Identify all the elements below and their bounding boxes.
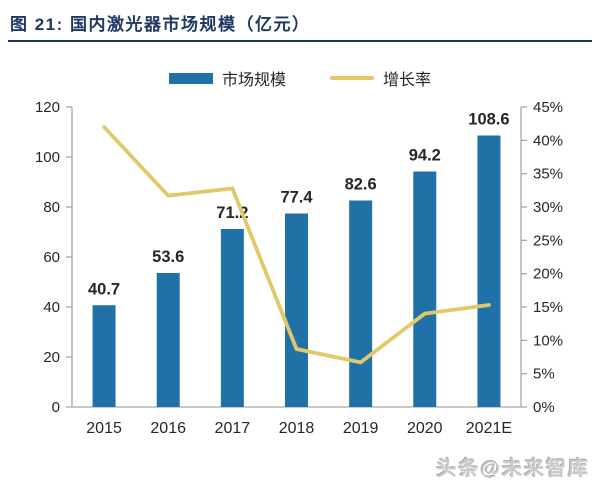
right-axis-tick-label: 25% — [533, 232, 563, 249]
watermark: 头条@未来智库 — [436, 458, 590, 480]
bar-series-swatch-icon — [168, 72, 213, 84]
legend-item-market-size: 市场规模 — [168, 66, 286, 90]
bar-2017 — [220, 229, 244, 407]
right-axis-tick-label: 5% — [533, 366, 555, 383]
right-axis-tick-label: 40% — [533, 132, 563, 149]
left-axis-tick-label: 60 — [43, 249, 60, 266]
right-axis-tick-label: 15% — [533, 299, 563, 316]
bar-2016 — [156, 273, 180, 407]
left-axis-tick-label: 0 — [52, 399, 60, 416]
x-axis-label-2016: 2016 — [150, 420, 186, 437]
legend-label-growth-rate: 增长率 — [383, 72, 432, 89]
bar-2020 — [413, 171, 437, 407]
left-axis-tick-label: 40 — [43, 299, 60, 316]
bar-data-label: 108.6 — [468, 111, 509, 129]
bar-data-label: 82.6 — [345, 176, 377, 194]
right-axis-tick-label: 30% — [533, 199, 563, 216]
bar-data-label: 53.6 — [152, 248, 184, 266]
bar-2015 — [92, 305, 116, 407]
bar-data-label: 77.4 — [280, 189, 313, 207]
x-axis-label-2019: 2019 — [343, 420, 379, 437]
chart-svg: 0 20 40 60 80 100 120 0% 5% 10% 15% 20% 25% 30% 35% 40%… — [35, 99, 563, 437]
legend: 市场规模 增长率 — [0, 66, 600, 90]
left-axis-tick-label: 120 — [35, 99, 60, 116]
right-axis-tick-label: 0% — [533, 399, 555, 416]
bar-data-label: 94.2 — [409, 147, 441, 165]
right-axis-tick-label: 35% — [533, 166, 563, 183]
figure-header: 图 21: 国内激光器市场规模（亿元） — [8, 6, 592, 42]
legend-item-growth-rate: 增长率 — [330, 66, 431, 90]
figure-title: 图 21: 国内激光器市场规模（亿元） — [10, 15, 311, 34]
x-axis-label-2020: 2020 — [407, 420, 443, 437]
bar-2018 — [285, 213, 308, 407]
x-axis-label-2015: 2015 — [86, 420, 122, 437]
bar-2021E — [477, 135, 501, 407]
line-series-swatch-icon — [330, 76, 374, 80]
left-axis-tick-label: 20 — [43, 349, 60, 366]
right-axis-tick-label: 20% — [533, 266, 563, 283]
bar-data-label: 40.7 — [88, 280, 120, 298]
left-axis-tick-label: 100 — [35, 149, 60, 166]
growth-rate-line — [102, 125, 491, 365]
x-axis-label-2021E: 2021E — [466, 420, 512, 437]
right-axis-tick-label: 45% — [533, 99, 563, 116]
x-axis-label-2017: 2017 — [215, 420, 251, 437]
legend-label-market-size: 市场规模 — [221, 72, 286, 89]
left-axis-tick-label: 80 — [43, 199, 60, 216]
right-axis-tick-label: 10% — [533, 332, 563, 349]
bar-2019 — [349, 200, 373, 407]
x-axis-label-2018: 2018 — [279, 420, 315, 437]
